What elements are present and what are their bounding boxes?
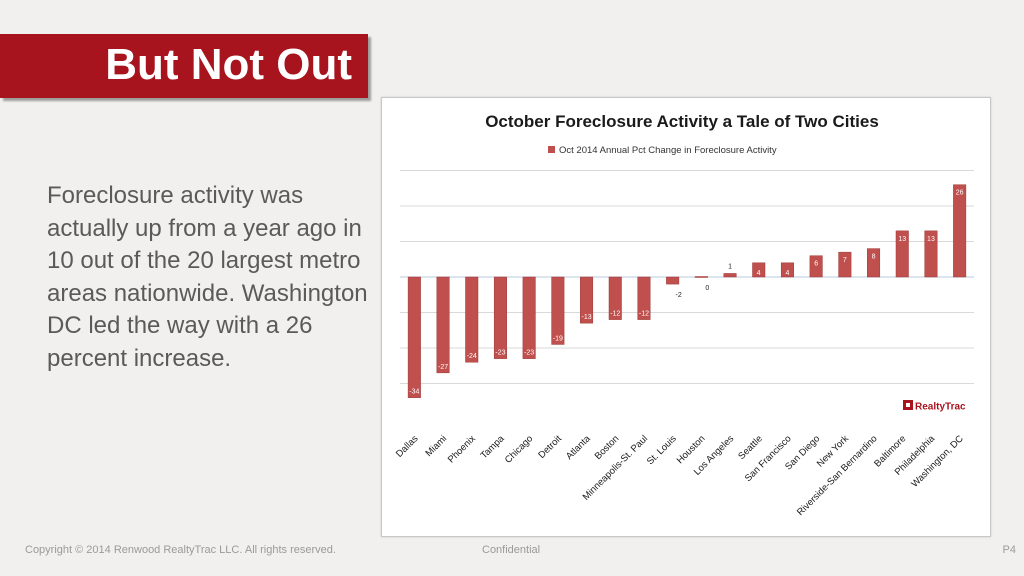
realtytrac-logo: RealtyTrac	[903, 400, 966, 413]
legend-label: Oct 2014 Annual Pct Change in Foreclosur…	[559, 145, 777, 156]
bar-value-label: -23	[495, 350, 505, 357]
bar	[924, 230, 938, 278]
category-tick-label: Washington, DC	[909, 433, 966, 490]
bars	[407, 184, 967, 398]
bar	[407, 276, 421, 398]
chart-container: October Foreclosure Activity a Tale of T…	[381, 97, 991, 537]
chart-title: October Foreclosure Activity a Tale of T…	[485, 112, 879, 131]
category-tick-label: Miami	[423, 433, 449, 459]
data-labels: -34 -27 -24 -23 -23 -19 -13 -12 -12 -2 0 1 4 4 6 7 8 13 13…	[409, 190, 963, 396]
slide-body-text: Foreclosure activity was actually up fro…	[47, 182, 368, 372]
category-tick-label: St. Louis	[645, 433, 679, 467]
bar	[465, 276, 479, 363]
legend-swatch	[548, 146, 555, 153]
bar	[895, 230, 909, 278]
category-tick-label: Atlanta	[564, 433, 593, 462]
bar	[838, 251, 852, 278]
bar	[493, 276, 507, 359]
slide-title: But Not Out	[105, 40, 352, 89]
footer-page-number: P4	[1002, 544, 1016, 556]
bar-value-label: -24	[467, 353, 477, 360]
bar	[436, 276, 450, 374]
bar-value-label: 13	[898, 236, 906, 243]
bar	[637, 276, 651, 320]
bar	[666, 276, 680, 285]
footer-confidential: Confidential	[482, 544, 541, 556]
bar	[608, 276, 622, 320]
bar-value-label: -19	[553, 335, 563, 342]
bar-value-label: 4	[757, 270, 761, 277]
bar-value-label: 4	[785, 270, 789, 277]
bar-chart: October Foreclosure Activity a Tale of T…	[394, 112, 974, 518]
footer-copyright: Copyright © 2014 Renwood RealtyTrac LLC.…	[25, 544, 336, 556]
bar-value-label: 8	[872, 254, 876, 261]
bar-value-label: 26	[956, 190, 964, 197]
bar-value-label: -2	[676, 292, 682, 299]
bar-value-label: -27	[438, 364, 448, 371]
bar	[752, 262, 766, 278]
logo-text: RealtyTrac	[915, 402, 966, 413]
bar-value-label: -12	[610, 311, 620, 318]
bar	[809, 255, 823, 278]
bar-value-label: 7	[843, 257, 847, 264]
bar	[780, 262, 794, 278]
bar	[522, 276, 536, 359]
category-tick-label: Phoenix	[446, 433, 478, 465]
bar	[953, 184, 967, 278]
category-tick-label: Chicago	[503, 433, 535, 465]
bar-value-label: 13	[927, 236, 935, 243]
bar-value-label: -13	[581, 314, 591, 321]
bar	[580, 276, 594, 324]
bar	[723, 273, 737, 278]
category-tick-label: Detroit	[536, 433, 564, 461]
bar-value-label: -23	[524, 350, 534, 357]
bar-value-label: 1	[728, 263, 732, 270]
title-band: But Not Out	[0, 34, 368, 98]
bar-value-label: -12	[639, 311, 649, 318]
grid-lines	[400, 170, 974, 384]
category-tick-label: Dallas	[394, 433, 421, 460]
bar	[551, 276, 565, 345]
bar	[694, 276, 708, 278]
bar	[867, 248, 881, 278]
bar-value-label: 0	[705, 285, 709, 292]
bar-value-label: 6	[814, 261, 818, 268]
bar-value-label: -34	[409, 389, 419, 396]
